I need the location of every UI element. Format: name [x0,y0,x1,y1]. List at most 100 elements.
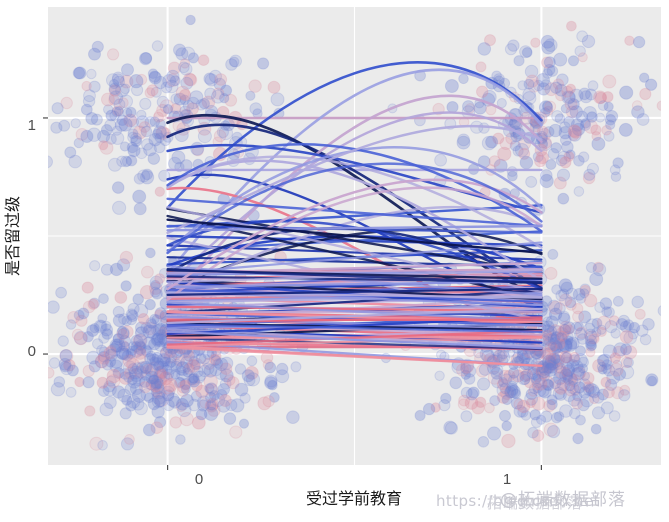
scatter-point [551,344,562,355]
scatter-point [217,383,231,396]
scatter-point [499,137,513,150]
scatter-point [149,275,164,289]
scatter-point [179,412,194,427]
scatter-point [542,316,553,327]
scatter-point [544,100,557,113]
scatter-point [107,48,120,61]
scatter-point [565,149,576,160]
scatter-point [219,93,230,104]
scatter-point [142,324,157,339]
scatter-point [164,368,178,382]
scatter-point [223,412,237,425]
scatter-point [173,377,186,389]
scatter-point [109,262,124,277]
scatter-point [144,363,159,378]
scatter-point [137,169,151,183]
scatter-point [473,101,487,115]
scatter-point [183,363,195,375]
scatter-point [171,349,182,360]
scatter-point [148,70,161,83]
scatter-point [634,308,646,320]
scatter-point [51,102,64,115]
scatter-point [152,111,164,123]
scatter-point [612,345,626,359]
scatter-point [611,386,625,400]
scatter-point [513,398,526,411]
scatter-point [575,110,589,123]
scatter-point [503,369,516,382]
scatter-point [245,372,261,387]
scatter-point [562,91,576,104]
scatter-point [516,371,531,386]
scatter-point [204,73,218,87]
scatter-point [111,385,126,399]
scatter-point [99,402,114,417]
scatter-point [529,120,542,133]
scatter-point [561,366,572,378]
scatter-point [147,374,162,389]
scatter-point [604,114,617,126]
scatter-point [180,393,194,408]
scatter-point [563,374,574,385]
scatter-point [584,383,595,394]
scatter-point [569,105,584,119]
scatter-point [94,355,108,369]
scatter-point [492,349,506,363]
scatter-point [130,132,142,145]
scatter-point [205,382,218,395]
scatter-point [569,351,580,363]
scatter-point [123,371,135,383]
scatter-point [131,397,145,411]
scatter-point [270,92,285,107]
scatter-point [142,336,156,351]
scatter-point [95,320,107,332]
scatter-point [538,100,554,115]
spaghetti-line [166,289,543,314]
scatter-point [109,354,124,369]
scatter-point [645,373,659,387]
scatter-point [118,117,133,132]
y-axis-title: 是否留过级 [3,196,22,276]
scatter-point [165,356,177,368]
scatter-point [527,386,539,397]
scatter-point [569,125,583,139]
scatter-point [456,363,469,377]
scatter-point [540,349,552,360]
scatter-point [525,175,538,188]
spaghetti-line [166,186,543,302]
scatter-point [544,355,555,367]
scatter-point [179,105,191,117]
scatter-point [225,58,238,71]
scatter-point [148,71,162,85]
scatter-point [513,404,527,418]
scatter-point [592,261,604,273]
scatter-point [620,365,635,380]
scatter-point [491,70,502,82]
scatter-point [585,318,600,333]
scatter-point [134,326,150,341]
scatter-point [170,103,182,115]
scatter-point [126,394,141,409]
scatter-point [537,363,552,378]
scatter-point [67,311,81,324]
scatter-point [600,376,612,388]
scatter-point [154,395,167,408]
scatter-point [191,365,204,378]
scatter-point [569,407,581,420]
scatter-point [532,382,543,394]
scatter-point [129,367,144,383]
scatter-point [161,356,172,367]
scatter-point [185,14,196,26]
scatter-point [147,152,161,165]
scatter-point [560,103,571,114]
scatter-point [612,157,624,169]
scatter-point [213,77,227,91]
scatter-point [170,360,182,373]
scatter-point [530,416,543,428]
scatter-point [81,281,94,294]
scatter-point [224,93,238,107]
scatter-point [565,287,578,300]
scatter-point [109,110,120,122]
scatter-point [559,324,572,336]
scatter-point [57,335,69,347]
